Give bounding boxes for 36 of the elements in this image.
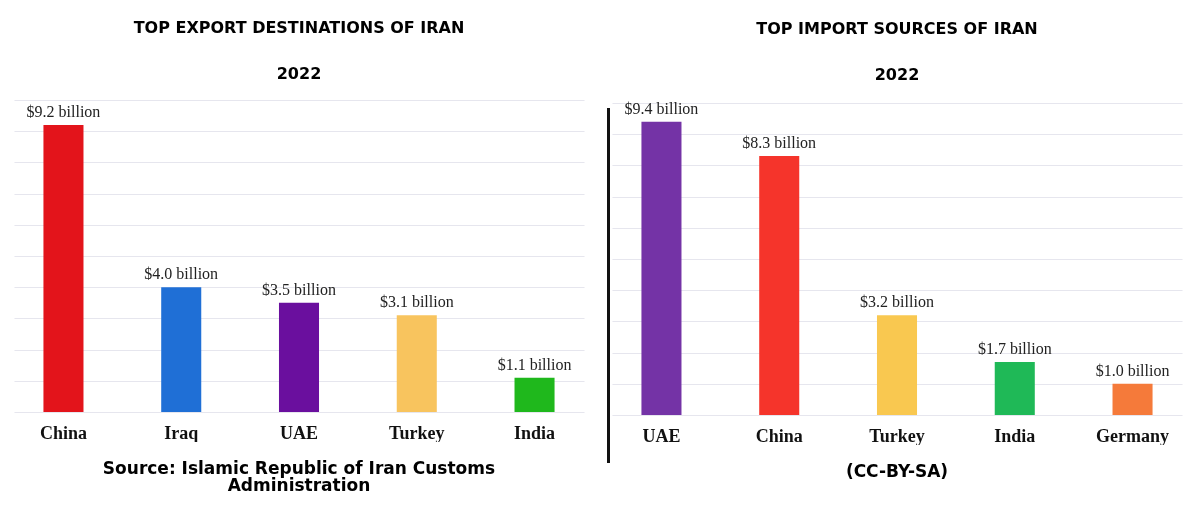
chart-subtitle: 2022 bbox=[276, 64, 322, 83]
bar bbox=[43, 124, 84, 412]
x-tick-label: UAE bbox=[642, 425, 681, 446]
bar bbox=[396, 315, 437, 412]
bar bbox=[759, 156, 800, 415]
x-tick-label: Turkey bbox=[869, 425, 925, 446]
data-label: $4.0 billion bbox=[144, 265, 219, 283]
x-tick-label: Turkey bbox=[389, 422, 445, 443]
source-note: Source: Islamic Republic of Iran Customs Administration bbox=[101, 458, 497, 495]
data-label: $3.1 billion bbox=[379, 293, 454, 311]
data-label: $1.1 billion bbox=[497, 355, 572, 373]
bar bbox=[278, 302, 320, 412]
data-label: $3.2 billion bbox=[860, 293, 934, 311]
chart-title: TOP IMPORT SOURCES OF IRAN bbox=[756, 18, 1038, 38]
text: (CC-BY-SA) bbox=[844, 461, 950, 481]
bar bbox=[994, 361, 1035, 415]
data-label: $1.7 billion bbox=[977, 339, 1052, 357]
chart-subtitle: 2022 bbox=[874, 64, 920, 84]
bar bbox=[641, 121, 682, 415]
x-tick-label: Iraq bbox=[164, 422, 199, 443]
data-label: $1.0 billion bbox=[1095, 361, 1170, 379]
data-label: $3.5 billion bbox=[262, 280, 336, 298]
bar bbox=[1112, 383, 1153, 415]
bar bbox=[514, 377, 555, 412]
bar bbox=[161, 287, 202, 412]
chart-title: TOP EXPORT DESTINATIONS OF IRAN bbox=[133, 18, 465, 37]
x-tick-label: China bbox=[755, 425, 803, 446]
bar bbox=[876, 315, 918, 415]
data-label: $9.2 billion bbox=[26, 102, 101, 120]
x-tick-label: India bbox=[994, 425, 1036, 446]
x-tick-label: India bbox=[514, 422, 556, 443]
data-label: $9.4 billion bbox=[624, 99, 699, 117]
data-label: $8.3 billion bbox=[742, 134, 817, 152]
x-tick-label: UAE bbox=[279, 422, 319, 443]
x-tick-label: China bbox=[39, 422, 87, 443]
x-tick-label: Germany bbox=[1096, 425, 1170, 446]
